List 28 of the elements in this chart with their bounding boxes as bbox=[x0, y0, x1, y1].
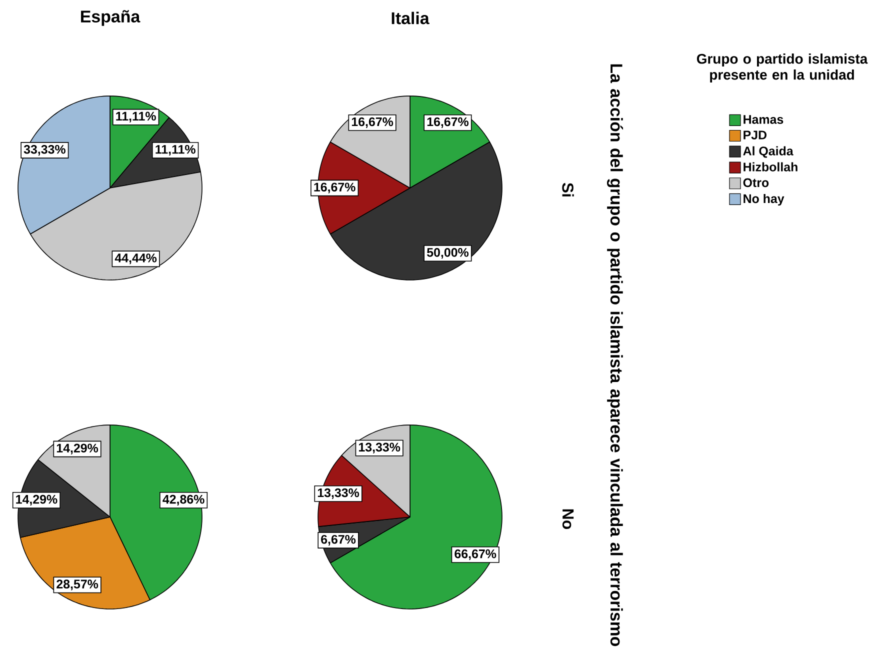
data-label: 11,11% bbox=[156, 144, 196, 156]
chart-title: Italia bbox=[392, 12, 430, 24]
data-label: 66,67% bbox=[454, 549, 496, 560]
legend-label: PJD bbox=[744, 130, 766, 140]
data-label: 14,29% bbox=[56, 444, 98, 454]
legend-label: No hay bbox=[744, 194, 784, 206]
text: No bbox=[562, 509, 574, 529]
text: La acción del grupo o partido islamista aparece vinculada al terrorismo bbox=[607, 64, 624, 646]
data-label: 16,67% bbox=[314, 182, 356, 194]
data-label: 13,33% bbox=[359, 442, 400, 454]
legend-label: Al Qaida bbox=[743, 146, 794, 158]
data-label: 13,33% bbox=[318, 488, 360, 499]
legend-label: Hizbollah bbox=[744, 162, 798, 172]
data-label: 33,33% bbox=[24, 144, 66, 156]
data-label: 16,67% bbox=[427, 117, 469, 128]
data-label: 11,11% bbox=[116, 112, 156, 122]
data-label: 6,67% bbox=[321, 534, 356, 546]
data-label: 44,44% bbox=[114, 254, 157, 264]
data-label: 14,29% bbox=[16, 494, 58, 506]
data-label: 16,67% bbox=[352, 117, 394, 128]
legend-label: Hamas bbox=[744, 115, 784, 124]
legend-label: Otro bbox=[743, 178, 769, 188]
data-label: 50,00% bbox=[427, 248, 469, 259]
chart-title: España bbox=[81, 10, 140, 26]
data-label: 42,86% bbox=[162, 494, 204, 506]
data-label: 28,57% bbox=[56, 580, 98, 590]
legend-title: Grupo o partido islamista presente en la unidad bbox=[696, 54, 868, 82]
text: Si bbox=[562, 182, 574, 196]
